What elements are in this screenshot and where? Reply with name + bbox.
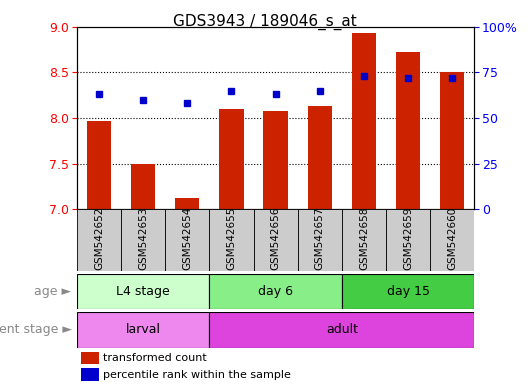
Bar — [81, 369, 99, 381]
Bar — [352, 33, 376, 209]
Bar — [430, 209, 474, 271]
Text: GSM542660: GSM542660 — [447, 207, 457, 270]
Text: GSM542657: GSM542657 — [315, 207, 325, 270]
Bar — [263, 111, 288, 209]
Bar — [396, 52, 420, 209]
Text: day 6: day 6 — [258, 285, 293, 298]
Bar — [81, 352, 99, 364]
Text: GSM542653: GSM542653 — [138, 207, 148, 270]
Bar — [342, 209, 386, 271]
Text: percentile rank within the sample: percentile rank within the sample — [103, 370, 290, 380]
Bar — [77, 312, 209, 348]
Text: L4 stage: L4 stage — [116, 285, 170, 298]
Text: transformed count: transformed count — [103, 353, 207, 363]
Text: age ►: age ► — [34, 285, 72, 298]
Text: day 15: day 15 — [386, 285, 430, 298]
Bar — [209, 312, 474, 348]
Bar — [87, 121, 111, 209]
Bar — [307, 106, 332, 209]
Bar — [253, 209, 298, 271]
Bar — [165, 209, 209, 271]
Text: GSM542656: GSM542656 — [271, 207, 280, 270]
Text: larval: larval — [126, 323, 161, 336]
Text: GSM542654: GSM542654 — [182, 207, 192, 270]
Bar — [440, 73, 464, 209]
Bar — [121, 209, 165, 271]
Text: development stage ►: development stage ► — [0, 323, 72, 336]
Bar — [219, 109, 244, 209]
Text: GSM542652: GSM542652 — [94, 207, 104, 270]
Bar — [209, 209, 253, 271]
Text: GSM542655: GSM542655 — [226, 207, 236, 270]
Text: GSM542658: GSM542658 — [359, 207, 369, 270]
Text: GSM542659: GSM542659 — [403, 207, 413, 270]
Bar — [77, 209, 121, 271]
Bar — [77, 274, 209, 309]
Bar — [209, 274, 342, 309]
Text: adult: adult — [326, 323, 358, 336]
Bar — [342, 274, 474, 309]
Bar — [386, 209, 430, 271]
Text: GDS3943 / 189046_s_at: GDS3943 / 189046_s_at — [173, 13, 357, 30]
Bar — [131, 164, 155, 209]
Bar — [175, 199, 199, 209]
Bar — [298, 209, 342, 271]
